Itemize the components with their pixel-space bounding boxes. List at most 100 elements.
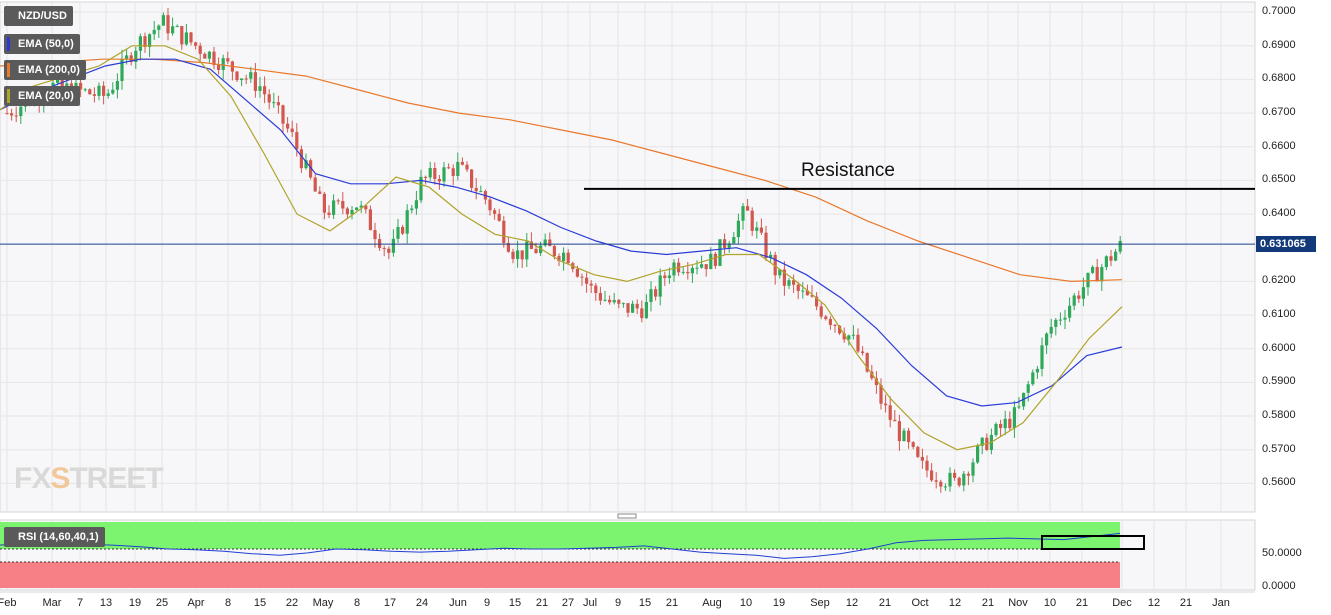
y-tick-label: 0.6400 (1262, 207, 1296, 220)
candle-body (272, 102, 276, 104)
candle-body (1114, 251, 1118, 261)
candle-body (966, 473, 970, 476)
candle-body (198, 45, 202, 54)
ema50-label[interactable]: EMA (50,0) (4, 34, 80, 54)
candle-body (125, 55, 129, 59)
panel-resize-handle (617, 513, 637, 519)
candle-body (341, 201, 345, 209)
candle-body (267, 94, 271, 103)
ema20-label[interactable]: EMA (20,0) (4, 86, 80, 106)
candle-body (424, 176, 428, 178)
candle-body (88, 89, 92, 95)
x-tick-label: 12 (1147, 597, 1161, 609)
candle-body (322, 193, 326, 213)
candle-body (161, 15, 165, 26)
candle-body (893, 419, 897, 422)
candle-body (934, 480, 938, 482)
candle-body (1035, 368, 1039, 373)
candle-body (631, 303, 635, 313)
candle-body (879, 385, 883, 404)
candle-body (773, 254, 777, 276)
x-tick-label: Sep (810, 597, 830, 609)
x-tick-label: 15 (253, 597, 267, 609)
candle-body (428, 168, 432, 178)
candle-body (1026, 384, 1030, 393)
y-tick-label: 0.6700 (1262, 106, 1296, 119)
candle-body (148, 34, 152, 47)
candle-body (1031, 372, 1035, 385)
ema50-line (0, 58, 1123, 407)
candle-body (474, 187, 478, 192)
x-tick-label: 13 (99, 597, 113, 609)
x-tick-label: 10 (1043, 597, 1057, 609)
candle-body (5, 113, 9, 115)
ema20-swatch (7, 89, 10, 103)
candle-body (700, 264, 704, 268)
candle-body (980, 437, 984, 446)
candle-body (437, 178, 441, 182)
candle-body (654, 289, 658, 297)
candle-body (916, 446, 920, 457)
x-tick-label: Jul (582, 597, 598, 609)
x-tick-label: 12 (948, 597, 962, 609)
candle-body (782, 269, 786, 286)
candle-body (120, 58, 124, 82)
x-tick-label: Feb (0, 597, 17, 609)
candle-body (207, 51, 211, 59)
candle-body (290, 128, 294, 133)
candle-body (1118, 240, 1122, 252)
x-tick-label: May (312, 597, 334, 609)
candle-body (1008, 418, 1012, 429)
candle-body (589, 283, 593, 286)
y-tick-label: 0.6100 (1262, 308, 1296, 321)
candle-body (1095, 266, 1099, 282)
ema200-label[interactable]: EMA (200,0) (4, 60, 86, 80)
y-tick-label: 0.7000 (1262, 5, 1296, 18)
candle-body (681, 271, 685, 273)
ema50-text: EMA (50,0) (18, 38, 74, 50)
y-tick-label: 0.6500 (1262, 173, 1296, 186)
y-tick-label: 0.6600 (1262, 139, 1296, 152)
x-tick-label: Apr (187, 597, 205, 609)
x-tick-label: Jun (449, 597, 467, 609)
ema20-text: EMA (20,0) (18, 90, 74, 102)
candle-body (414, 200, 418, 209)
candle-body (221, 58, 225, 70)
x-tick-label: 19 (128, 597, 142, 609)
candle-body (874, 378, 878, 386)
candle-body (617, 299, 621, 304)
candle-body (479, 191, 483, 193)
price-panel (0, 1, 1256, 513)
candle-body (1017, 406, 1021, 408)
candle-body (387, 248, 391, 253)
candle-body (1063, 317, 1067, 320)
x-tick-label: Aug (702, 597, 722, 609)
candle-body (534, 248, 538, 254)
candle-body (741, 206, 745, 221)
rsi-label[interactable]: RSI (14,60,40,1) (4, 527, 105, 547)
candle-body (19, 106, 23, 117)
candle-body (755, 227, 759, 231)
candle-body (318, 191, 322, 194)
ema20-line (0, 45, 1123, 451)
y-tick-label: 0.5700 (1262, 442, 1296, 455)
candle-body (240, 78, 244, 81)
y-tick-label: 0.6800 (1262, 72, 1296, 85)
candle-body (907, 430, 911, 443)
x-tick-label: Mar (42, 597, 62, 609)
candle-body (1081, 287, 1085, 299)
candle-body (56, 77, 60, 83)
x-tick-label: 21 (1179, 597, 1193, 609)
symbol-label[interactable]: NZD/USD (4, 6, 73, 26)
x-tick-label: 27 (561, 597, 575, 609)
x-tick-label: 24 (415, 597, 429, 609)
candle-body (1003, 418, 1007, 429)
candle-body (994, 423, 998, 435)
candle-body (332, 200, 336, 215)
candle-body (111, 89, 115, 94)
candle-body (447, 167, 451, 169)
rsi-highlight-box (1041, 535, 1145, 550)
candle-body (557, 256, 561, 262)
